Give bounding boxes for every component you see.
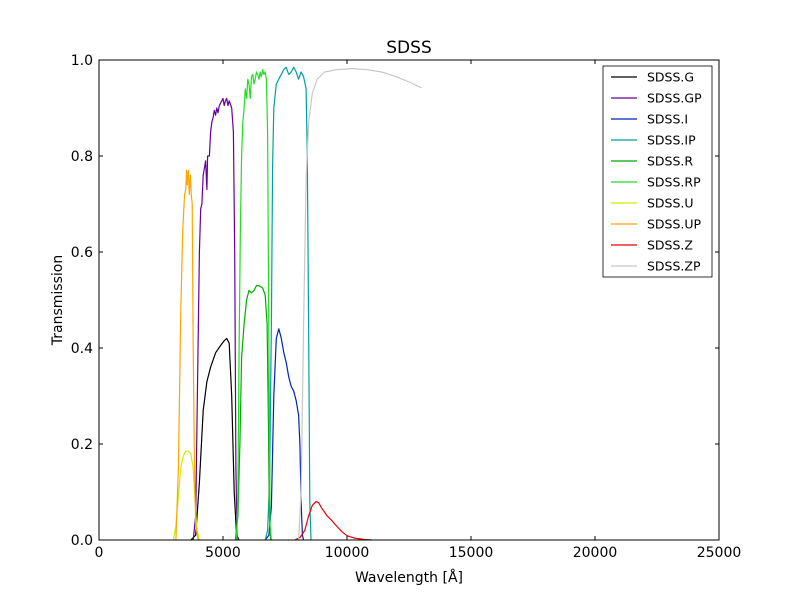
- legend-label: SDSS.IP: [647, 133, 696, 148]
- series-line-sdss-z: [294, 501, 372, 541]
- legend-frame: [602, 65, 713, 278]
- legend-label: SDSS.R: [647, 154, 693, 169]
- x-tick-label: 10000: [325, 545, 370, 561]
- series-line-sdss-gp: [192, 97, 239, 541]
- series-layer: [172, 66, 422, 541]
- y-tick-label: 0.0: [71, 533, 93, 549]
- legend-items: SDSS.G SDSS.GP SDSS.I SDSS.IP SDSS.R SDSS.RP S…: [611, 70, 702, 274]
- series-line-sdss-ip: [264, 66, 312, 541]
- legend-label: SDSS.UP: [647, 217, 702, 232]
- y-tick-label: 0.8: [71, 149, 93, 165]
- y-axis-label: Transmission: [50, 255, 66, 346]
- x-tick-label: 20000: [573, 545, 618, 561]
- chart-title: SDSS: [386, 38, 431, 58]
- series-line-sdss-zp: [298, 68, 422, 541]
- x-tick-label: 25000: [697, 545, 742, 561]
- y-tick-label: 0.4: [71, 341, 93, 357]
- y-tick-label: 0.6: [71, 245, 93, 261]
- series-line-sdss-i: [264, 328, 305, 541]
- y-tick-label: 0.2: [71, 437, 93, 453]
- legend-label: SDSS.G: [647, 70, 694, 85]
- series-line-sdss-g: [190, 337, 240, 541]
- legend-label: SDSS.Z: [647, 238, 693, 253]
- x-tick-label: 0: [95, 545, 104, 561]
- legend: SDSS.G SDSS.GP SDSS.I SDSS.IP SDSS.R SDSS.RP S…: [602, 65, 713, 278]
- legend-label: SDSS.GP: [647, 91, 702, 106]
- legend-label: SDSS.U: [647, 196, 694, 211]
- x-tick-label: 15000: [449, 545, 494, 561]
- legend-label: SDSS.I: [647, 112, 688, 127]
- x-axis-label: Wavelength [Å]: [355, 569, 463, 586]
- legend-label: SDSS.RP: [647, 175, 701, 190]
- ticks-layer: 0 5000 10000 15000 20000 25000 0.0 0.2 0.4 0.6 0.8…: [71, 53, 742, 561]
- series-line-sdss-r: [234, 285, 272, 541]
- plot-frame: [98, 59, 720, 541]
- series-line-sdss-rp: [236, 69, 272, 541]
- legend-label: SDSS.ZP: [647, 259, 701, 274]
- y-tick-label: 1.0: [71, 53, 93, 69]
- series-line-sdss-up: [175, 169, 199, 541]
- x-tick-label: 5000: [205, 545, 241, 561]
